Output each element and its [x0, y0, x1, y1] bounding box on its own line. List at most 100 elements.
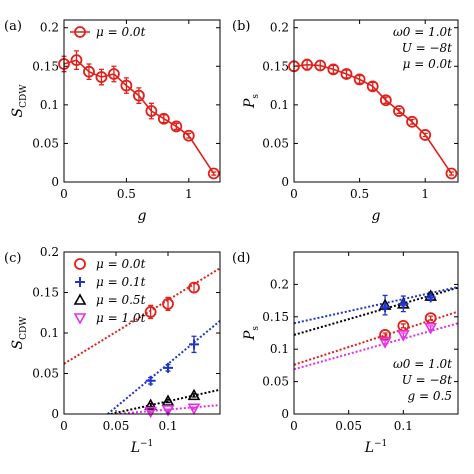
error-bar [73, 50, 79, 71]
y-axis-label-d: Ps [242, 326, 261, 341]
data-point [70, 54, 83, 67]
data-point [419, 129, 432, 141]
ytick-label: 0 [51, 175, 59, 189]
legend-a: μ = 0.0t [70, 25, 146, 39]
data-point [161, 394, 175, 406]
data-point [145, 105, 158, 117]
annotation-line: U = −8t [402, 41, 452, 55]
data-point [378, 337, 392, 349]
fit-line [294, 286, 458, 325]
xtick-label: 0 [60, 419, 68, 433]
legend-label: μ = 0.0t [96, 25, 146, 39]
ytick-label: 0.1 [270, 342, 289, 356]
data-point [396, 330, 410, 342]
error-bar [382, 332, 388, 338]
xtick-label: 0.1 [394, 419, 413, 433]
series-line [63, 59, 215, 174]
series-c-0 [144, 281, 200, 320]
data-point [424, 323, 438, 335]
y-axis-label-d-text: Ps [242, 326, 261, 341]
data-point [145, 375, 156, 386]
data-point [163, 362, 173, 373]
error-bar [186, 132, 192, 139]
error-bar [211, 171, 217, 176]
series-d-1 [378, 323, 438, 349]
data-point [170, 120, 183, 133]
y-axis-label-b-text: Ps [242, 94, 261, 109]
ytick-label: 0.05 [32, 136, 59, 150]
xtick-label: 1 [185, 187, 193, 201]
xtick-label: 0 [290, 187, 298, 201]
legend-label: μ = 0.0t [96, 257, 146, 271]
data-point [132, 89, 145, 102]
legend-c: μ = 0.0t μ = 0.1t μ = 0.5t μ = 1.0t [73, 257, 146, 325]
data-point [379, 94, 392, 107]
ytick-label: 0.15 [262, 59, 289, 73]
data-point [340, 68, 353, 80]
error-bar [370, 81, 376, 91]
ytick-label: 0.05 [262, 136, 289, 150]
ytick-label: 0.15 [32, 286, 59, 300]
legend-marker [74, 26, 86, 38]
xtick-label: 0.05 [103, 419, 130, 433]
data-point [380, 302, 391, 313]
panel-label-a: (a) [4, 19, 22, 34]
y-axis-label-a-text: SCDW [10, 84, 29, 118]
series-b-0 [288, 58, 458, 180]
ytick-label: 0.1 [40, 326, 59, 340]
xtick-label: 0.5 [350, 187, 369, 201]
data-point [406, 115, 418, 128]
data-point [157, 112, 170, 125]
ytick-label: 0.2 [270, 277, 289, 291]
fit-line [294, 322, 458, 371]
plot-frame [293, 251, 459, 415]
annotation-d: ω0 = 1.0t U = −8t g = 0.5 [393, 357, 452, 403]
legend-label: μ = 1.0t [96, 311, 146, 325]
y-axis-label-a: SCDW [10, 84, 29, 118]
panel-d: (d) 0 0.05 0.1 0.15 0.2 0 0.05 0.1 L−1 Ps ω0 = 1.0t… [232, 251, 459, 456]
error-bar [161, 114, 167, 124]
panel-a: (a) 0 0.05 0.1 0.15 0.2 0 0.5 1 g SCDW μ = 0.0t [4, 19, 221, 224]
series-c-3 [144, 403, 201, 419]
data-point [161, 405, 175, 417]
error-bar [396, 108, 402, 114]
xtick-label: 0 [60, 187, 68, 201]
ytick-label: 0.05 [32, 367, 59, 381]
data-point [327, 63, 340, 76]
annotation-line: ω0 = 1.0t [393, 357, 452, 371]
data-point [301, 58, 314, 71]
fit-line [294, 310, 458, 366]
ytick-label: 0.1 [270, 98, 289, 112]
x-axis-label-b: g [372, 208, 381, 224]
data-point [144, 306, 157, 318]
legend-marker [74, 258, 86, 270]
ytick-label: 0 [51, 407, 59, 421]
error-bar [173, 122, 179, 131]
data-point [425, 292, 436, 303]
legend-marker [73, 313, 87, 325]
data-point [144, 406, 157, 419]
data-point [144, 398, 157, 410]
plot-frame [63, 19, 221, 183]
data-point [108, 68, 120, 80]
x-axis-label-d: L−1 [364, 439, 388, 456]
ytick-label: 0 [281, 407, 289, 421]
ytick-label: 0.15 [262, 310, 289, 324]
data-point [188, 281, 200, 294]
series-c-1 [145, 335, 199, 386]
data-point [366, 80, 379, 93]
annotation-line: g = 0.5 [408, 389, 452, 403]
xtick-label: 0.1 [158, 419, 177, 433]
error-bar [357, 74, 363, 84]
panel-label-c: (c) [4, 251, 21, 266]
ytick-label: 0.15 [32, 59, 59, 73]
ytick-label: 0.2 [40, 21, 59, 35]
annotation-line: ω0 = 1.0t [393, 25, 452, 39]
error-bar [330, 64, 336, 74]
panel-label-d: (d) [232, 251, 250, 266]
series-c-2 [144, 388, 201, 410]
ytick-label: 0.2 [40, 245, 59, 259]
panel-b: (b) 0 0.05 0.1 0.15 0.2 0 0.5 1 g Ps ω0 = 1.0t U = −… [232, 19, 459, 224]
y-axis-label-c-text: SCDW [10, 316, 29, 350]
y-axis-label-b: Ps [242, 94, 261, 109]
